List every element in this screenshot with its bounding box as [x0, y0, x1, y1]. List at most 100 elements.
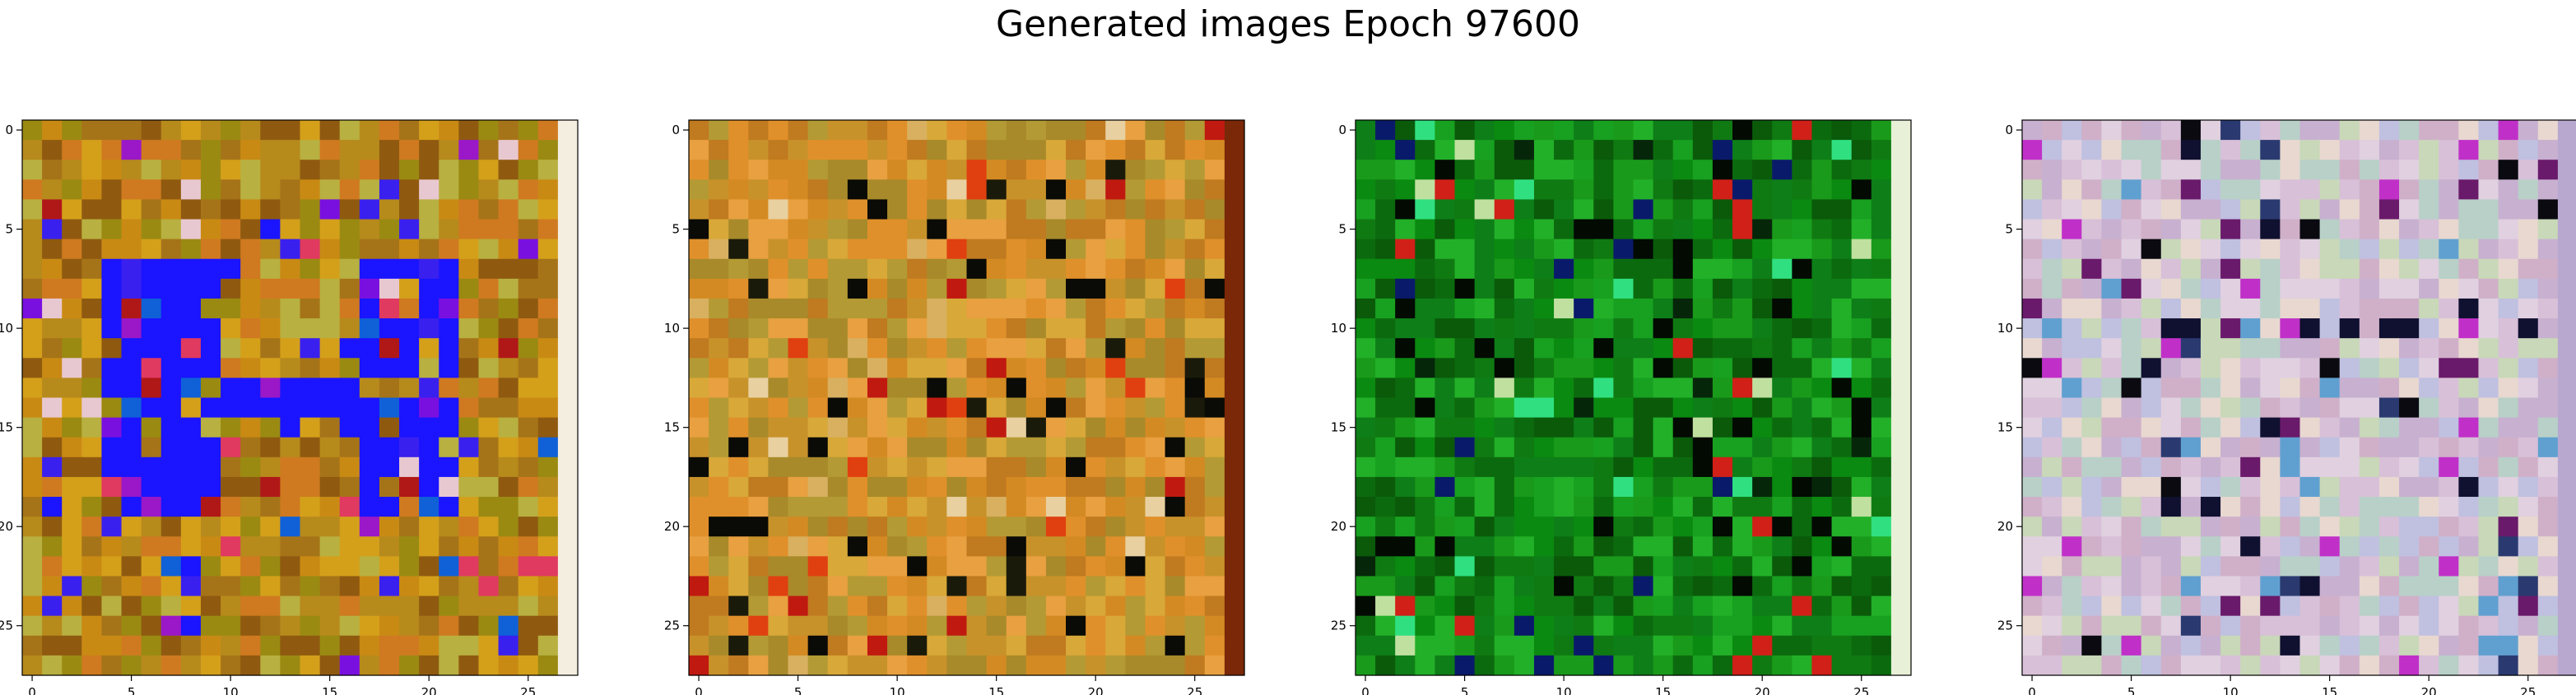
pixel-cell [1653, 635, 1674, 656]
pixel-cell [537, 417, 559, 438]
pixel-cell [2042, 358, 2062, 378]
pixel-cell [946, 417, 968, 438]
pixel-cell [2042, 378, 2062, 399]
pixel-cell [887, 338, 908, 359]
pixel-cell [2557, 615, 2576, 637]
pixel-cell [1006, 298, 1027, 319]
pixel-cell [2478, 576, 2499, 597]
pixel-cell [1712, 318, 1733, 339]
pixel-cell [2359, 536, 2380, 557]
pixel-cell [2081, 140, 2103, 160]
pixel-cell [1434, 476, 1456, 498]
pixel-cell [458, 318, 480, 339]
pixel-cell [1204, 397, 1225, 419]
pixel-cell [339, 120, 360, 141]
pixel-cell [399, 536, 420, 557]
pixel-cell [160, 576, 182, 597]
pixel-cell [2240, 358, 2261, 378]
pixel-cell [2458, 655, 2480, 676]
pixel-cell [1732, 635, 1753, 656]
pixel-cell [2160, 517, 2182, 537]
pixel-cell [260, 199, 281, 220]
pixel-cell [2319, 437, 2341, 458]
pixel-cell [1633, 497, 1654, 517]
pixel-cell [1851, 635, 1872, 656]
pixel-cell [2081, 298, 2103, 319]
pixel-cell [2399, 239, 2420, 260]
pixel-cell [2160, 595, 2182, 617]
pixel-cell [1025, 536, 1047, 557]
pixel-cell [2042, 219, 2062, 240]
pixel-cell [2042, 160, 2062, 180]
x-tick-label: 20 [1088, 685, 1104, 695]
pixel-cell [478, 576, 500, 597]
pixel-cell [2319, 179, 2341, 201]
pixel-cell [2220, 358, 2241, 378]
pixel-cell [1672, 497, 1694, 517]
pixel-cell [1574, 338, 1594, 359]
pixel-cell [2439, 517, 2459, 537]
pixel-cell [2557, 576, 2576, 597]
pixel-cell [1890, 417, 1912, 438]
pixel-cell [1066, 298, 1086, 319]
pixel-cell [2359, 635, 2380, 656]
pixel-cell [807, 595, 829, 617]
pixel-cell [419, 615, 439, 637]
y-tick-label: 15 [1331, 420, 1346, 435]
pixel-cell [966, 358, 988, 378]
pixel-cell [966, 497, 988, 517]
pixel-cell [1434, 160, 1456, 180]
pixel-cell [827, 595, 849, 617]
pixel-cell [2062, 179, 2082, 201]
pixel-cell [1165, 615, 1186, 637]
pixel-cell [399, 258, 420, 280]
pixel-cell [2498, 160, 2519, 180]
pixel-cell [1613, 278, 1634, 299]
pixel-cell [1890, 318, 1912, 339]
pixel-cell [1125, 456, 1146, 478]
pixel-cell [1204, 476, 1225, 498]
pixel-cell [2399, 497, 2420, 517]
pixel-cell [221, 120, 241, 141]
pixel-cell [1772, 179, 1793, 201]
pixel-cell [240, 437, 261, 458]
pixel-cell [1831, 437, 1853, 458]
pixel-cell [1692, 378, 1713, 399]
pixel-cell [458, 120, 480, 141]
pixel-cell [867, 615, 888, 637]
y-tick-label: 25 [0, 619, 13, 633]
pixel-cell [2121, 556, 2142, 577]
pixel-cell [478, 338, 500, 359]
pixel-cell [518, 417, 539, 438]
pixel-cell [728, 655, 749, 676]
pixel-cell [2419, 358, 2439, 378]
pixel-cell [1712, 576, 1733, 597]
pixel-cell [1732, 219, 1753, 240]
pixel-cell [2081, 635, 2103, 656]
pixel-cell [240, 278, 261, 299]
pixel-cell [1474, 517, 1495, 537]
pixel-cell [748, 635, 770, 656]
pixel-cell [359, 417, 380, 438]
pixel-cell [2458, 338, 2480, 359]
pixel-cell [22, 595, 43, 617]
pixel-cell [1105, 179, 1126, 201]
pixel-cell [728, 239, 749, 260]
pixel-cell [1145, 239, 1166, 260]
pixel-cell [1375, 239, 1396, 260]
pixel-cell [1066, 378, 1086, 399]
pixel-cell [2180, 378, 2202, 399]
pixel-cell [1692, 258, 1713, 280]
pixel-cell [1045, 497, 1067, 517]
pixel-cell [986, 536, 1007, 557]
pixel-cell [927, 517, 947, 537]
pixel-cell [1045, 635, 1067, 656]
pixel-cell [1006, 437, 1027, 458]
pixel-cell [1851, 655, 1872, 676]
pixel-cell [689, 556, 709, 577]
pixel-cell [1125, 397, 1146, 419]
pixel-cell [2260, 517, 2281, 537]
figure-title: Generated images Epoch 97600 [995, 3, 1581, 45]
pixel-cell [1851, 615, 1872, 637]
pixel-cell [359, 615, 380, 637]
